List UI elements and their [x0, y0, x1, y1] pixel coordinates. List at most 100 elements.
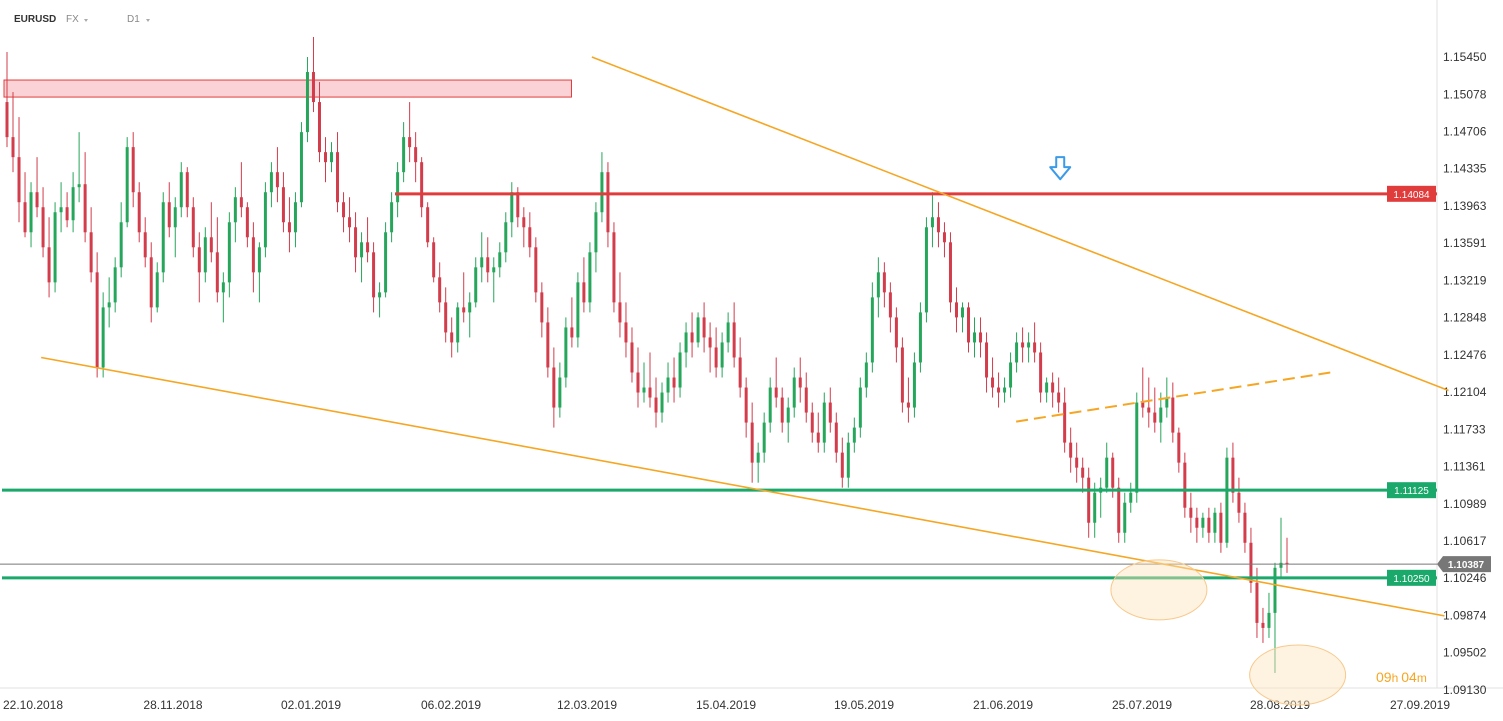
- candle-body: [960, 307, 964, 318]
- candle: [714, 327, 718, 378]
- candle: [1249, 527, 1253, 593]
- candle-body: [1153, 412, 1157, 423]
- candle: [636, 347, 640, 408]
- candle: [600, 152, 604, 223]
- symbol-label[interactable]: EURUSD: [14, 14, 56, 25]
- candle: [161, 192, 165, 283]
- candle: [570, 297, 574, 348]
- candle: [263, 182, 267, 258]
- candle-body: [564, 327, 568, 378]
- candle-body: [1039, 352, 1043, 393]
- candle: [852, 417, 856, 453]
- candle: [690, 312, 694, 358]
- candle: [660, 382, 664, 423]
- market-chevron-down-icon[interactable]: [84, 19, 88, 22]
- candle-body: [113, 267, 117, 303]
- candle: [336, 132, 340, 213]
- candle-body: [636, 372, 640, 393]
- candle: [474, 257, 478, 308]
- candle: [227, 212, 231, 298]
- candle: [792, 367, 796, 418]
- candle-body: [5, 102, 9, 138]
- candle-body: [1015, 342, 1019, 363]
- candle: [17, 117, 21, 223]
- candle-body: [203, 237, 207, 273]
- candle-body: [894, 317, 898, 348]
- candle-body: [906, 402, 910, 408]
- candle: [1207, 507, 1211, 543]
- candle-body: [1189, 507, 1193, 518]
- candle: [1135, 392, 1139, 503]
- candle-body: [1171, 397, 1175, 433]
- candle: [816, 412, 820, 453]
- candle: [786, 397, 790, 443]
- candle: [684, 322, 688, 368]
- candle: [510, 182, 514, 238]
- candle-body: [137, 192, 141, 233]
- candle: [450, 317, 454, 358]
- candle: [840, 437, 844, 488]
- candle-body: [942, 232, 946, 243]
- candle-body: [912, 362, 916, 408]
- candle: [1183, 452, 1187, 518]
- candle: [540, 282, 544, 338]
- candle-body: [1267, 612, 1271, 628]
- candle: [522, 207, 526, 248]
- candle: [702, 302, 706, 353]
- candle-body: [402, 137, 406, 173]
- candle-body: [804, 387, 808, 413]
- candle-body: [444, 302, 448, 333]
- candle: [810, 402, 814, 443]
- candle: [5, 51, 9, 148]
- price-axis[interactable]: 1.15450 1.15078 1.14706 1.14335 1.13963 1.135…: [1443, 50, 1487, 697]
- candle-body: [534, 247, 538, 293]
- candle: [948, 232, 952, 313]
- candle: [1105, 442, 1109, 493]
- time-axis[interactable]: 22.10.2018 28.11.2018 02.01.2019 06.02.2019…: [3, 698, 1450, 712]
- candle: [354, 212, 358, 273]
- candle: [1201, 512, 1205, 538]
- candle-body: [1213, 512, 1217, 533]
- candle: [822, 392, 826, 453]
- candle: [131, 132, 135, 208]
- candle: [552, 347, 556, 428]
- candle: [1075, 442, 1079, 483]
- candle-body: [468, 302, 472, 313]
- candle-body: [816, 432, 820, 443]
- candle-body: [59, 207, 63, 213]
- candle: [858, 377, 862, 438]
- candle: [606, 162, 610, 248]
- candle-body: [726, 322, 730, 343]
- candle: [179, 162, 183, 218]
- candle-body: [762, 422, 766, 453]
- candle-body: [810, 412, 814, 433]
- price-tick-label: 1.11733: [1443, 422, 1486, 436]
- timeframe-label[interactable]: D1: [127, 14, 140, 25]
- candle: [173, 197, 177, 258]
- timeframe-chevron-down-icon[interactable]: [146, 19, 150, 22]
- candle-body: [239, 197, 243, 208]
- candle-body: [900, 347, 904, 403]
- candle-body: [967, 307, 971, 343]
- candle: [155, 262, 159, 313]
- candle: [414, 132, 418, 183]
- candle-body: [600, 172, 604, 213]
- candle-body: [269, 172, 273, 193]
- candle-body: [480, 257, 484, 268]
- candle-body: [71, 187, 75, 221]
- candle-body: [125, 147, 129, 223]
- candle: [1057, 377, 1061, 413]
- candle: [564, 317, 568, 388]
- candle: [360, 232, 364, 283]
- candle-body: [1105, 457, 1109, 488]
- candle: [101, 292, 105, 378]
- market-label[interactable]: FX: [66, 14, 79, 25]
- candle-body: [594, 212, 598, 253]
- candle: [83, 152, 87, 243]
- candle: [504, 212, 508, 263]
- candle-countdown: 09h 04m: [1376, 669, 1427, 685]
- candle-body: [257, 247, 261, 273]
- candle-body: [606, 172, 610, 233]
- candle-body: [35, 192, 39, 208]
